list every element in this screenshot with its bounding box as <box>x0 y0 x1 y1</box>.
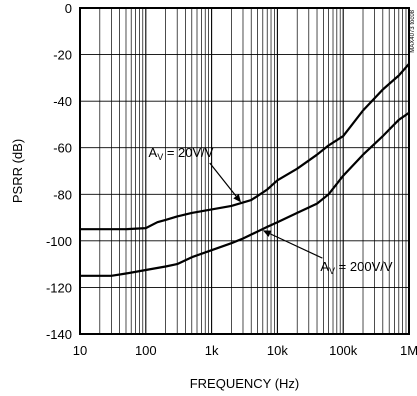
x-tick-label: 10k <box>267 343 288 358</box>
y-tick-label: -20 <box>53 48 72 63</box>
y-tick-label: -140 <box>46 327 72 342</box>
x-tick-labels: 10 100 1k 10k 100k 1M <box>73 343 417 358</box>
figure-code: MAX4073 toc08 <box>410 9 416 52</box>
plot-frame <box>79 7 410 335</box>
x-axis-title: FREQUENCY (Hz) <box>190 376 300 391</box>
annotation-arrow-1 <box>209 162 237 197</box>
y-axis-title: PSRR (dB) <box>10 139 25 203</box>
x-tick-label: 100 <box>135 343 157 358</box>
y-tick-label: -120 <box>46 280 72 295</box>
y-tick-labels: 0 -20 -40 -60 -80 -100 -120 -140 <box>46 1 72 342</box>
x-tick-label: 100k <box>329 343 358 358</box>
x-tick-label: 10 <box>73 343 87 358</box>
grid <box>80 8 409 334</box>
y-tick-label: -60 <box>53 141 72 156</box>
annotation-arrow-2 <box>269 233 323 259</box>
y-tick-label: -100 <box>46 234 72 249</box>
x-tick-label: 1M <box>400 343 417 358</box>
series-line-2 <box>80 111 410 277</box>
y-tick-label: -80 <box>53 187 72 202</box>
series-line-1 <box>80 63 410 231</box>
annotation-label-2: AV = 200V/V <box>320 259 392 276</box>
y-tick-label: -40 <box>53 94 72 109</box>
annotation-label-1: AV = 20V/V <box>149 145 214 162</box>
annotation-arrowhead-1 <box>233 193 242 203</box>
x-tick-label: 1k <box>205 343 219 358</box>
annotations: AV = 20V/V AV = 200V/V <box>149 145 393 276</box>
annotation-arrowhead-2 <box>262 230 272 237</box>
y-tick-label: 0 <box>65 1 72 16</box>
series-layer <box>80 63 410 277</box>
